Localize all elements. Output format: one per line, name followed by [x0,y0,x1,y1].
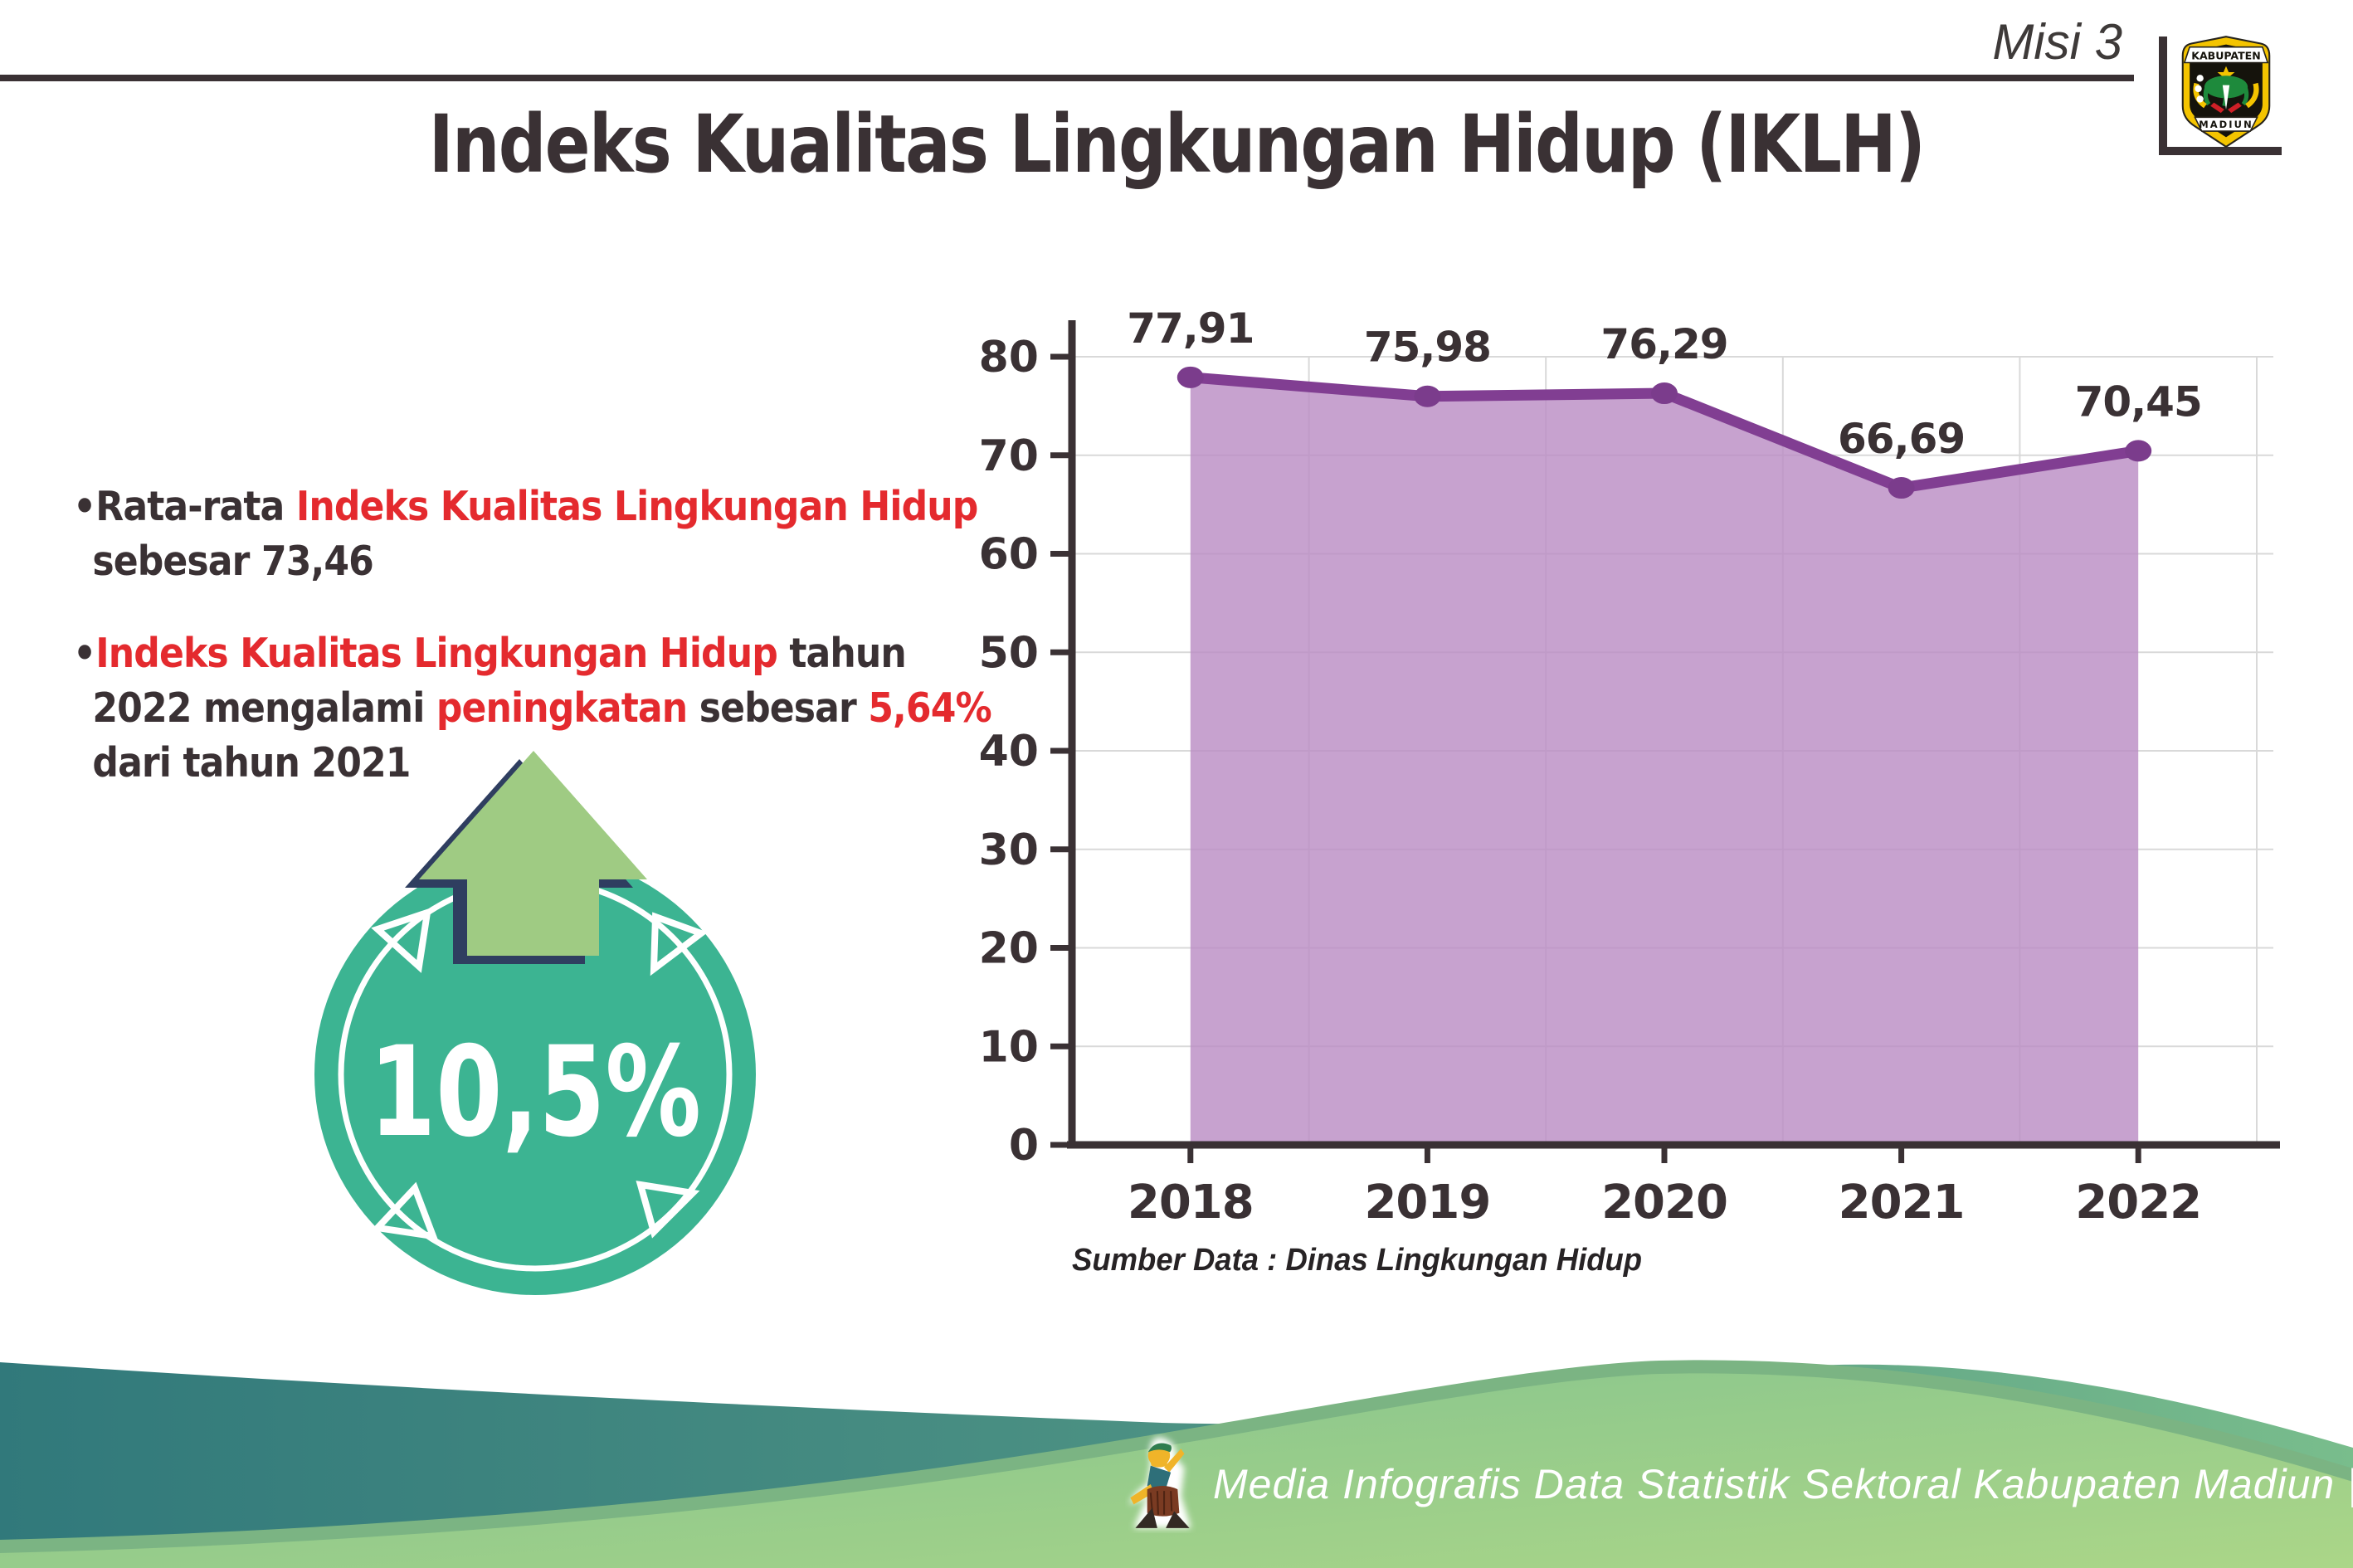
bullet-item-increase: •Indeks Kualitas Lingkungan Hidup tahun … [73,626,1006,790]
chart-area-fill [1190,377,2139,1146]
mascot-leg-right [1166,1511,1190,1528]
mission-label: Misi 3 [1992,14,2122,70]
data-point-label: 66,69 [1838,415,1965,463]
bullet-text-segment: tahun 2022 mengalami [92,630,906,732]
logo-cotton-2 [2195,85,2202,93]
logo-red-left [2210,102,2224,114]
y-tick-label: 50 [979,628,1039,678]
x-tick-label: 2019 [1364,1176,1490,1230]
logo-top-banner [2183,46,2269,64]
bullet-text-segment: • [73,630,96,678]
badge-spark-top-left [371,908,431,973]
kabupaten-madiun-logo: KABUPATEN MADIUN [2181,36,2271,149]
y-tick-label: 30 [979,825,1039,875]
data-point-marker [1176,366,1204,388]
data-point-label: 70,45 [2075,377,2202,426]
badge-spark-top-right [650,912,709,976]
bullet-text-segment: 5,64% [868,684,991,732]
bullet-text-segment: sebesar [687,684,869,732]
data-point-label: 76,29 [1600,320,1727,368]
bullet-list: •Rata-rata Indeks Kualitas Lingkungan Hi… [73,480,1006,828]
header-rule [0,75,2134,81]
bullet-text-segment: peningkatan [436,684,688,732]
y-tick-label: 10 [979,1022,1039,1072]
logo-cotton-3 [2196,95,2204,103]
logo-bracket-vertical [2159,37,2167,154]
y-tick-label: 80 [979,333,1039,382]
data-point-label: 77,91 [1127,304,1254,353]
logo-shoot-icon [2222,85,2230,110]
bullet-item-average: •Rata-rata Indeks Kualitas Lingkungan Hi… [73,480,1006,588]
y-tick-label: 70 [979,431,1039,481]
x-tick-label: 2022 [2075,1176,2201,1230]
page-title: Indeks Kualitas Lingkungan Hidup (IKLH) [428,98,1926,191]
mascot-face [1149,1456,1169,1468]
data-point-marker [1888,477,1915,499]
x-tick-label: 2021 [1839,1176,1965,1230]
logo-cotton-1 [2196,75,2204,82]
logo-wings-icon [2193,82,2259,109]
logo-bracket-horizontal [2159,147,2282,155]
bullet-text-segment: Indeks Kualitas Lingkungan Hidup [95,630,777,678]
badge-value: 10,5% [369,1020,701,1165]
bullet-text-segment: •Rata-rata [73,483,296,530]
logo-bottom-banner [2194,116,2258,132]
badge-spark-bottom-right [636,1181,700,1239]
y-tick-label: 0 [1009,1121,1039,1171]
logo-red-right [2228,102,2242,114]
x-tick-label: 2020 [1601,1176,1727,1230]
mascot-skirt-texture [1149,1491,1173,1515]
badge-spark-bottom-left [370,1181,439,1240]
footer-caption: Media Infografis Data Statistik Sektoral… [1213,1461,2353,1507]
bullet-text-segment: dari tahun 2021 [92,738,411,786]
up-arrow-icon [419,751,647,956]
mascot-cap [1147,1443,1172,1453]
logo-top-text: KABUPATEN [2191,49,2260,61]
mascot-arm-up [1164,1449,1185,1473]
mascot-leg-left [1135,1507,1157,1528]
increase-badge: 10,5% [314,751,756,1295]
logo-bottom-text: MADIUN [2199,119,2253,130]
x-tick-label: 2018 [1128,1176,1254,1230]
bullet-text-segment: sebesar 73,46 [92,537,373,585]
data-point-marker [2125,440,2152,462]
data-point-marker [1651,382,1678,405]
mascot-icon [1128,1437,1191,1528]
bullet-text-segment: Indeks Kualitas Lingkungan Hidup [295,483,978,530]
y-tick-label: 20 [979,924,1039,974]
iklh-area-chart: 77,91 75,98 76,29 66,69 70,45 0 10 20 30 40 50 60 70… [979,304,2280,1230]
chart-source-note: Sumber Data : Dinas Lingkungan Hidup [1072,1243,1643,1278]
data-point-label: 75,98 [1364,324,1491,372]
y-tick-label: 60 [979,530,1039,580]
logo-star-icon [2217,66,2235,83]
data-point-marker [1414,385,1441,407]
y-tick-label: 40 [979,727,1039,777]
